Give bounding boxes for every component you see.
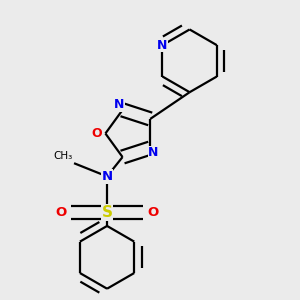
- Text: O: O: [147, 206, 158, 219]
- Text: CH₃: CH₃: [53, 151, 72, 160]
- Text: N: N: [148, 146, 159, 160]
- Text: O: O: [56, 206, 67, 219]
- Text: N: N: [101, 170, 112, 183]
- Text: S: S: [102, 205, 112, 220]
- Text: O: O: [92, 127, 103, 140]
- Text: N: N: [114, 98, 124, 112]
- Text: N: N: [157, 39, 168, 52]
